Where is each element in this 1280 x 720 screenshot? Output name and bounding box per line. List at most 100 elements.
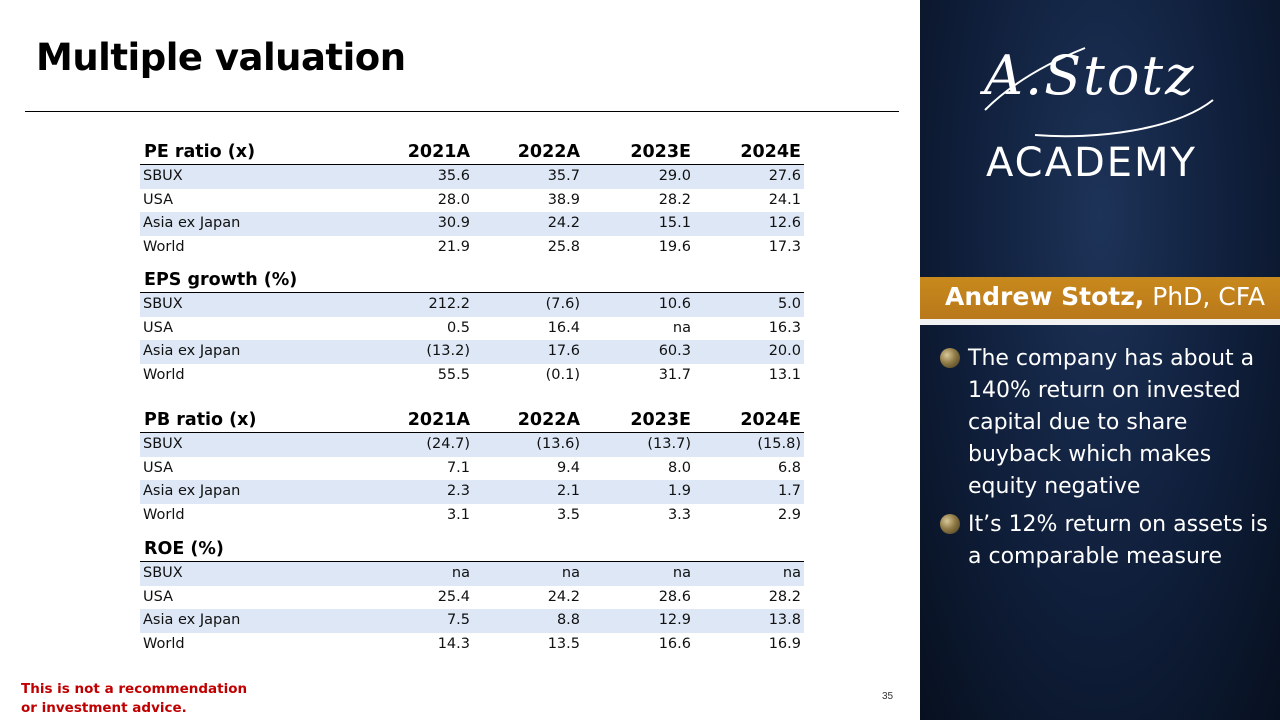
eps-growth-header: EPS growth (%) — [140, 266, 804, 293]
logo-script: A.Stotz — [984, 44, 1196, 107]
page-title: Multiple valuation — [36, 36, 406, 79]
row-label: Asia ex Japan — [143, 483, 241, 499]
cell: 16.9 — [768, 635, 801, 652]
table-row: Asia ex Japan (13.2) 17.6 60.3 20.0 — [140, 340, 804, 364]
eps-growth-label: EPS growth (%) — [144, 270, 298, 290]
col-header: 2023E — [630, 410, 691, 430]
cell: 3.5 — [556, 506, 580, 523]
row-label: SBUX — [143, 168, 183, 184]
cell: 38.9 — [547, 191, 580, 208]
cell: 7.1 — [446, 459, 470, 476]
sidebar: A.Stotz ACADEMY Andrew Stotz, PhD, CFA T… — [920, 0, 1280, 720]
eps-growth-table: EPS growth (%) SBUX 212.2 (7.6) 10.6 5.0… — [140, 266, 804, 387]
cell: na — [561, 565, 580, 581]
cell: na — [672, 565, 691, 581]
cell: na — [672, 319, 691, 336]
cell: 28.0 — [437, 191, 470, 208]
row-label: Asia ex Japan — [143, 215, 241, 231]
table-row: Asia ex Japan 2.3 2.1 1.9 1.7 — [140, 480, 804, 504]
cell: (13.7) — [647, 436, 691, 452]
cell: 15.1 — [658, 215, 691, 231]
roe-header: ROE (%) — [140, 535, 804, 562]
cell: 16.4 — [547, 319, 580, 336]
presenter-name-text: Andrew Stotz, — [945, 282, 1145, 311]
presenter-name: Andrew Stotz, PhD, CFA — [945, 282, 1265, 311]
cell: 29.0 — [658, 168, 691, 184]
cell: na — [782, 565, 801, 581]
bullet-item: The company has about a 140% return on i… — [938, 343, 1274, 503]
table-row: SBUX (24.7) (13.6) (13.7) (15.8) — [140, 433, 804, 457]
presenter-credentials: PhD, CFA — [1144, 282, 1265, 311]
col-header: 2022A — [517, 142, 580, 162]
cell: 1.7 — [777, 483, 801, 499]
col-header: 2021A — [407, 142, 470, 162]
logo-academy: ACADEMY — [986, 140, 1197, 186]
cell: (0.1) — [545, 366, 580, 383]
row-label: Asia ex Japan — [143, 343, 241, 359]
table-row: World 14.3 13.5 16.6 16.9 — [140, 633, 804, 657]
row-label: Asia ex Japan — [143, 612, 241, 628]
table-row: SBUX na na na na — [140, 562, 804, 586]
row-label: World — [143, 635, 185, 652]
bullet-icon — [940, 348, 960, 368]
bullet-text: The company has about a 140% return on i… — [968, 346, 1255, 499]
cell: 8.8 — [556, 612, 580, 628]
pe-ratio-table: PE ratio (x) 2021A 2022A 2023E 2024E SBU… — [140, 138, 804, 259]
cell: (24.7) — [426, 436, 470, 452]
cell: 24.2 — [547, 215, 580, 231]
cell: 30.9 — [437, 215, 470, 231]
pb-ratio-table: PB ratio (x) 2021A 2022A 2023E 2024E SBU… — [140, 406, 804, 527]
col-header: 2024E — [740, 142, 801, 162]
col-header: 2021A — [407, 410, 470, 430]
cell: 16.6 — [658, 635, 691, 652]
row-label: SBUX — [143, 565, 183, 581]
cell: 17.6 — [547, 343, 580, 359]
row-label: World — [143, 366, 185, 383]
cell: 10.6 — [658, 296, 691, 312]
table-row: SBUX 35.6 35.7 29.0 27.6 — [140, 165, 804, 189]
cell: 28.2 — [768, 588, 801, 605]
col-header: 2023E — [630, 142, 691, 162]
cell: 25.8 — [547, 238, 580, 255]
presenter-band: Andrew Stotz, PhD, CFA — [920, 277, 1280, 319]
logo-swoosh-icon — [984, 47, 1214, 138]
cell: 21.9 — [437, 238, 470, 255]
cell: 1.9 — [667, 483, 691, 499]
pb-ratio-label: PB ratio (x) — [144, 410, 257, 430]
col-header: 2024E — [740, 410, 801, 430]
cell: 19.6 — [658, 238, 691, 255]
roe-table: ROE (%) SBUX na na na na USA 25.4 24.2 2… — [140, 535, 804, 656]
cell: (15.8) — [757, 436, 801, 452]
disclaimer: This is not a recommendation or investme… — [21, 680, 247, 718]
cell: 7.5 — [446, 612, 470, 628]
cell: 13.8 — [768, 612, 801, 628]
table-row: USA 0.5 16.4 na 16.3 — [140, 317, 804, 341]
cell: 27.6 — [768, 168, 801, 184]
row-label: SBUX — [143, 436, 183, 452]
row-label: SBUX — [143, 296, 183, 312]
cell: 60.3 — [658, 343, 691, 359]
table-row: World 21.9 25.8 19.6 17.3 — [140, 236, 804, 260]
cell: 212.2 — [428, 296, 470, 312]
band-divider — [920, 319, 1280, 325]
cell: 12.6 — [768, 215, 801, 231]
table-row: Asia ex Japan 30.9 24.2 15.1 12.6 — [140, 212, 804, 236]
cell: (7.6) — [545, 296, 580, 312]
cell: 31.7 — [658, 366, 691, 383]
pb-ratio-header: PB ratio (x) 2021A 2022A 2023E 2024E — [140, 406, 804, 433]
disclaimer-line: This is not a recommendation — [21, 681, 248, 697]
bullet-text: It’s 12% return on assets is a comparabl… — [968, 512, 1268, 569]
cell: 25.4 — [437, 588, 470, 605]
col-header: 2022A — [517, 410, 580, 430]
bullet-list: The company has about a 140% return on i… — [938, 343, 1274, 579]
cell: 3.1 — [446, 506, 470, 523]
cell: (13.2) — [426, 343, 470, 359]
row-label: USA — [143, 588, 174, 605]
cell: 24.2 — [547, 588, 580, 605]
page-number: 35 — [882, 691, 894, 702]
cell: 35.7 — [547, 168, 580, 184]
title-rule — [25, 111, 899, 112]
row-label: USA — [143, 319, 174, 336]
disclaimer-line: or investment advice. — [21, 700, 187, 716]
cell: (13.6) — [536, 436, 580, 452]
